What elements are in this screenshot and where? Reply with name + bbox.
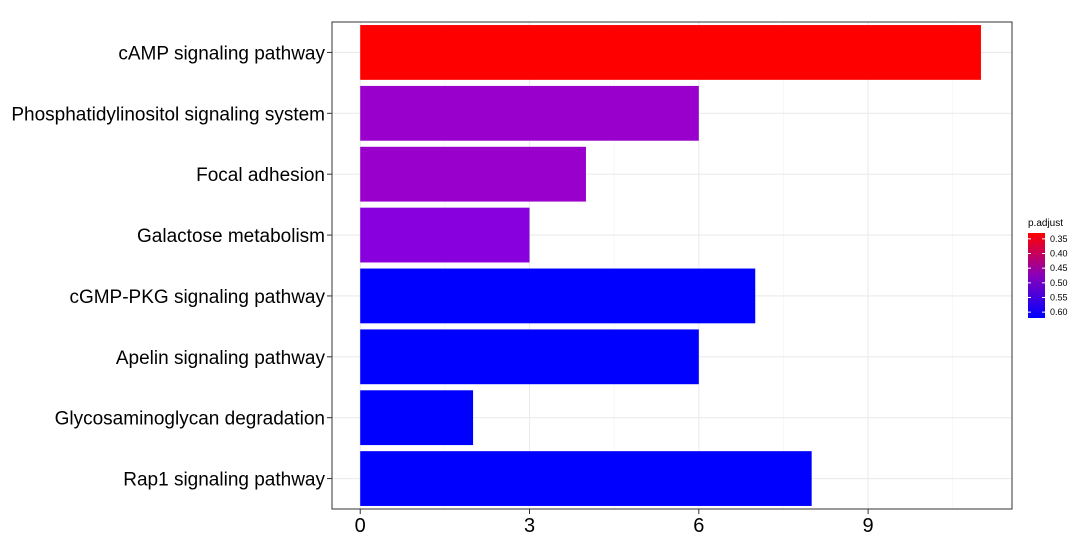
- category-label: cGMP-PKG signaling pathway: [69, 287, 325, 308]
- legend-tick-label: 0.45: [1050, 263, 1068, 273]
- category-label: cAMP signaling pathway: [118, 43, 325, 64]
- legend-tick-label: 0.50: [1050, 278, 1068, 288]
- bar: [360, 268, 756, 324]
- legend-tick-label: 0.40: [1050, 249, 1068, 259]
- category-label: Glycosaminoglycan degradation: [55, 409, 325, 430]
- bar: [360, 146, 586, 202]
- bars: [360, 25, 981, 506]
- x-tick-label: 0: [355, 515, 366, 537]
- legend-title: p.adjust: [1028, 218, 1063, 229]
- category-label: Rap1 signaling pathway: [123, 470, 325, 491]
- category-label: Galactose metabolism: [137, 226, 325, 247]
- bar: [360, 329, 699, 385]
- bar: [360, 25, 981, 80]
- legend-colorbar: [1028, 233, 1045, 318]
- category-label: Apelin signaling pathway: [116, 348, 326, 369]
- legend-tick-label: 0.60: [1050, 307, 1068, 317]
- category-label: Focal adhesion: [196, 165, 325, 186]
- bar: [360, 85, 699, 141]
- x-tick-label: 9: [863, 515, 874, 537]
- bar: [360, 207, 530, 263]
- legend-tick-label: 0.55: [1050, 292, 1068, 302]
- category-label: Phosphatidylinositol signaling system: [11, 104, 325, 125]
- value-axis: 0 3 6 9: [355, 509, 874, 537]
- bar: [360, 451, 812, 506]
- legend: p.adjust 0.35 0.40 0.45 0.50 0.55 0.60: [1028, 218, 1068, 318]
- bar: [360, 390, 474, 446]
- category-axis: cAMP signaling pathway Phosphatidylinosit…: [11, 43, 332, 491]
- x-tick-label: 6: [693, 515, 704, 537]
- plot-panel-border: [331, 21, 1013, 510]
- x-tick-label: 3: [524, 515, 535, 537]
- legend-tick-label: 0.35: [1050, 234, 1068, 244]
